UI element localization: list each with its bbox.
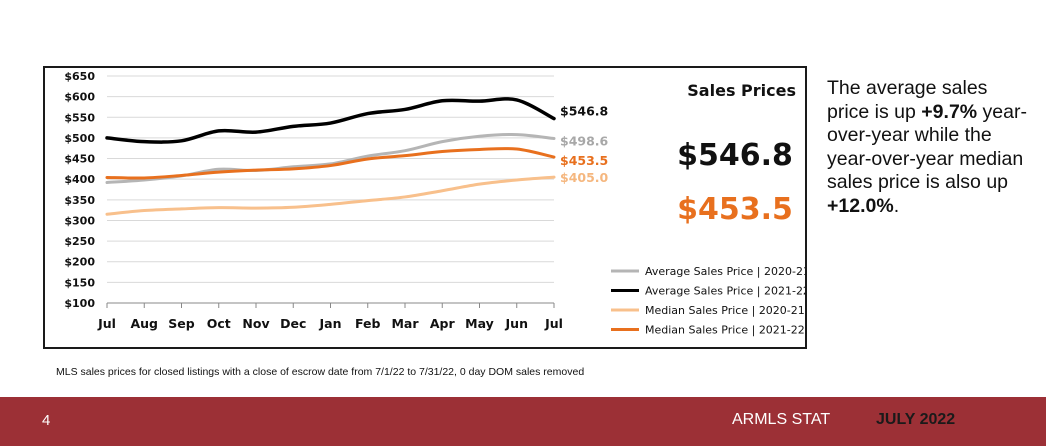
footer-brand: ARMLS STAT — [732, 411, 831, 428]
legend-label-avg-2021-22: Average Sales Price | 2021-22 — [645, 285, 805, 298]
end-label-avg-2020-21: $498.6 — [560, 133, 609, 148]
x-tick-label: Jan — [319, 316, 342, 331]
chart-title: Sales Prices — [687, 81, 796, 100]
y-tick-label: $300 — [64, 214, 95, 227]
y-tick-label: $150 — [64, 276, 95, 289]
commentary-part-2: year-over-year while the year-over-year … — [827, 100, 1027, 194]
y-tick-label: $650 — [64, 70, 95, 83]
chart-frame: $650 $600 $550 $500 $450 $400 $350 $300 $250 $200… — [43, 66, 807, 349]
x-tick-label: Jul — [544, 316, 563, 331]
x-tick-label: May — [465, 316, 494, 331]
series-line-median-2020-21 — [105, 175, 556, 216]
footnote: MLS sales prices for closed listings wit… — [56, 366, 585, 378]
commentary-part-1: The average sales price is up — [827, 77, 988, 123]
x-tick-label: Sep — [168, 316, 194, 331]
y-tick-label: $550 — [64, 111, 95, 124]
median-change-percent: +12.0% — [827, 194, 894, 217]
legend-label-median-2020-21: Median Sales Price | 2020-21 — [645, 304, 805, 317]
x-tick-label: Nov — [242, 316, 269, 331]
commentary-text: The average sales price is up +9.7% year… — [827, 77, 1027, 218]
y-tick-label: $200 — [64, 256, 95, 269]
x-tick-label: Mar — [391, 316, 419, 331]
avg-change-percent: +9.7% — [921, 100, 978, 123]
footer-bar: 4 ARMLS STAT JULY 2022 — [0, 397, 1046, 446]
y-tick-label: $500 — [64, 132, 95, 145]
y-tick-label: $350 — [64, 194, 95, 207]
sales-price-chart: $650 $600 $550 $500 $450 $400 $350 $300 $250 $200… — [64, 70, 805, 337]
x-tick-label: Jun — [505, 316, 528, 331]
y-tick-label: $400 — [64, 173, 95, 186]
commentary-part-3: . — [893, 194, 900, 217]
x-tick-label: Jul — [97, 316, 116, 331]
x-tick-label: Apr — [430, 316, 456, 331]
legend-label-median-2021-22: Median Sales Price | 2021-22 — [645, 324, 805, 337]
page-number: 4 — [42, 412, 51, 429]
x-tick-label: Feb — [355, 316, 381, 331]
x-tick-label: Aug — [130, 316, 158, 331]
series-line-avg-2021-22 — [105, 97, 556, 144]
y-tick-label: $600 — [64, 91, 95, 104]
x-tick-label: Oct — [207, 316, 231, 331]
end-label-median-2020-21: $405.0 — [560, 170, 609, 185]
y-tick-label: $450 — [64, 153, 95, 166]
footer-date: JULY 2022 — [876, 411, 956, 428]
average-price-value: $546.8 — [677, 138, 793, 173]
series-line-median-2021-22 — [105, 147, 556, 180]
median-price-value: $453.5 — [677, 192, 793, 227]
end-label-avg-2021-22: $546.8 — [560, 104, 608, 119]
x-tick-label: Dec — [280, 316, 306, 331]
end-label-median-2021-22: $453.5 — [560, 153, 608, 168]
y-tick-label: $100 — [64, 297, 95, 310]
legend-label-avg-2020-21: Average Sales Price | 2020-21 — [645, 265, 805, 278]
y-tick-label: $250 — [64, 235, 95, 248]
